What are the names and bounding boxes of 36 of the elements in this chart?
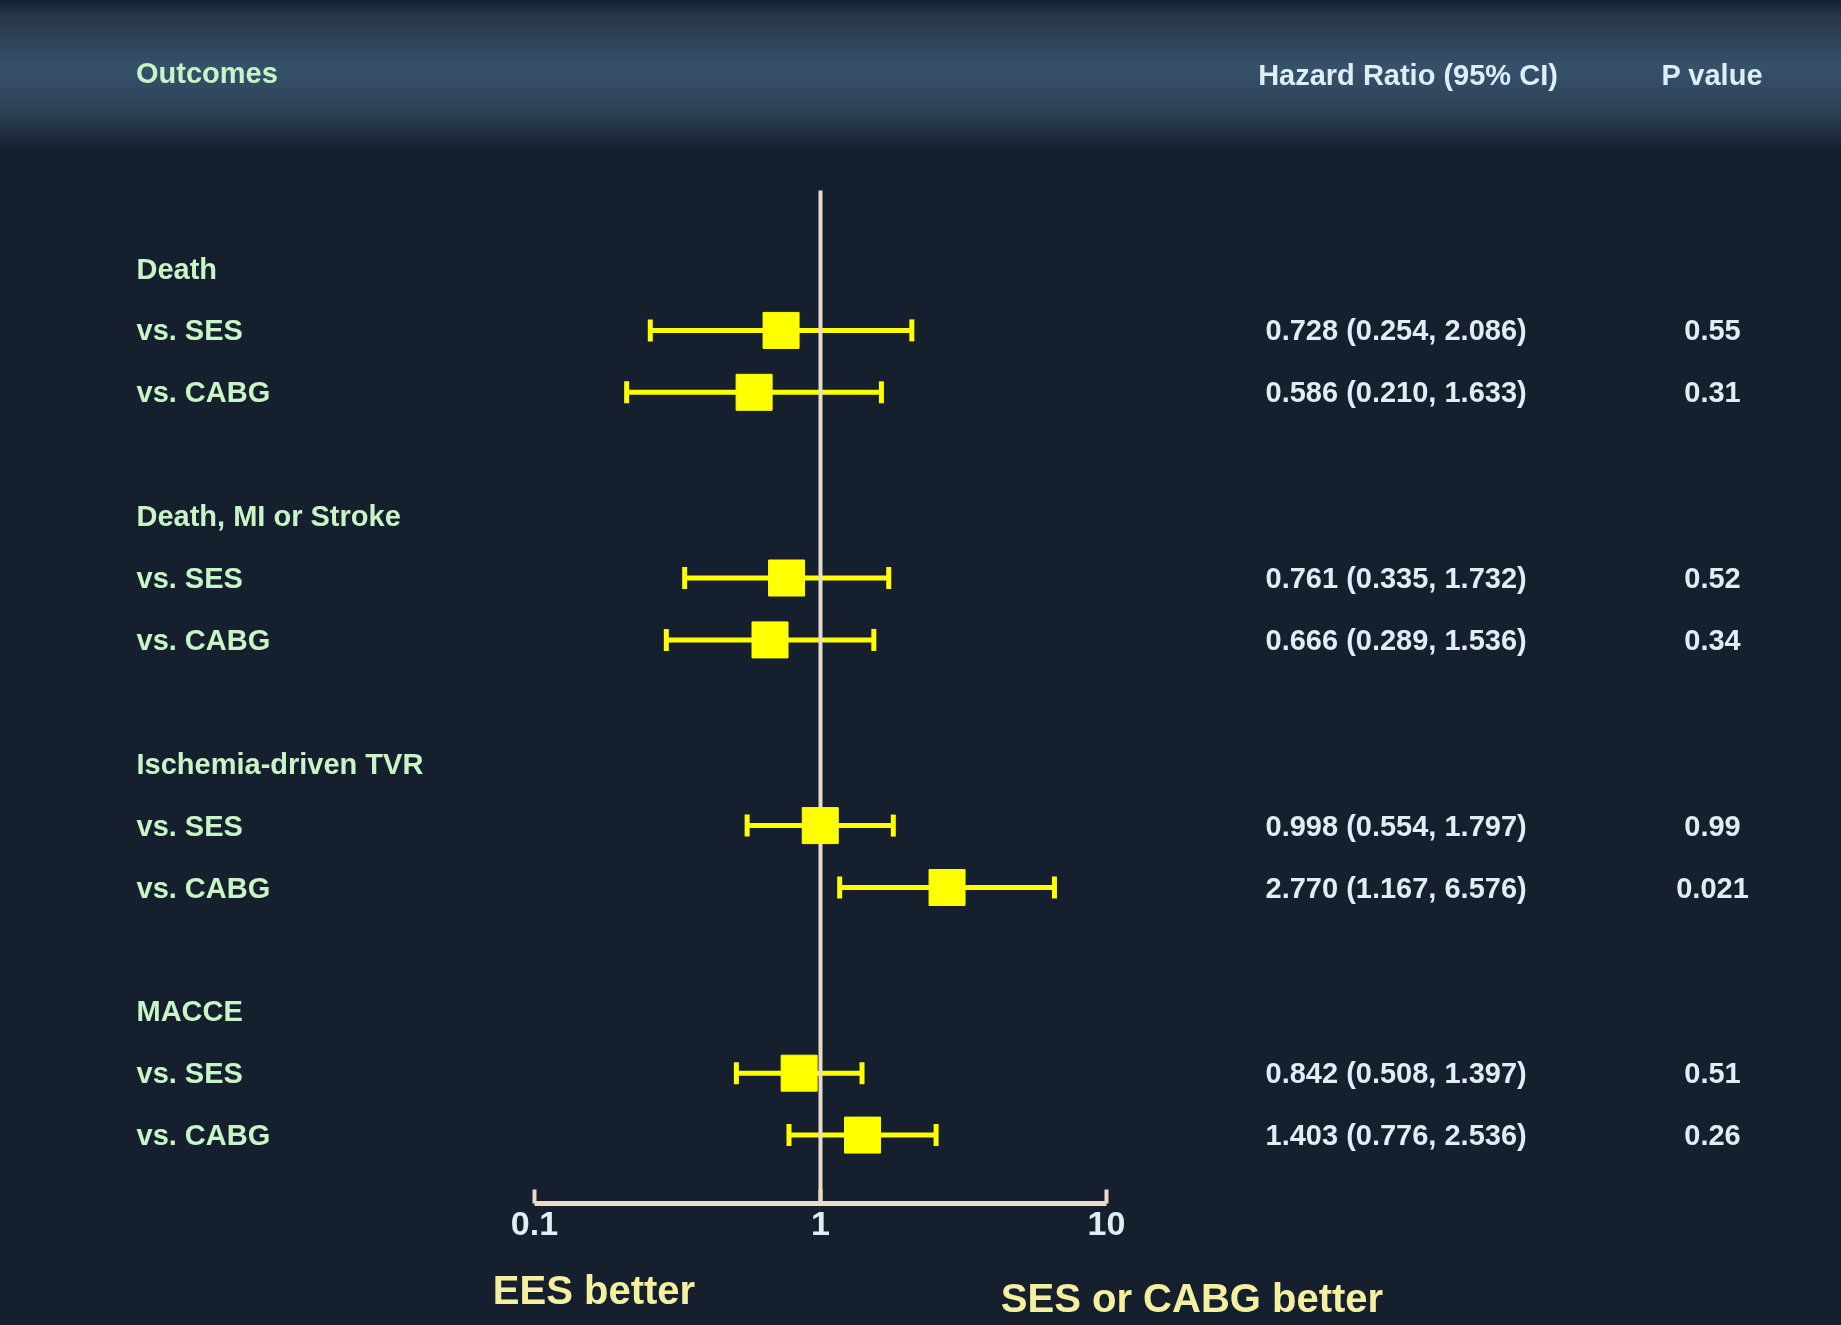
text: EES better	[492, 1267, 696, 1314]
y-tick-label: Death, MI or Stroke	[136, 500, 401, 533]
text: 0.021	[1676, 871, 1749, 904]
text: Hazard Ratio (95% CI)	[1258, 58, 1558, 93]
y-tick-label: vs. CABG	[136, 1119, 271, 1152]
data-label: 0.728 (0.254, 2.086)	[1265, 314, 1527, 347]
y-tick-label: vs. SES	[136, 562, 243, 594]
data-label: 2.770 (1.167, 6.576)	[1265, 871, 1527, 904]
y-tick-label: vs. SES	[136, 1057, 243, 1090]
y-axis-title: Outcomes	[136, 56, 278, 91]
x-tick-label: 10	[1087, 1203, 1126, 1242]
text: P value	[1661, 58, 1763, 93]
text: 0.26	[1684, 1119, 1741, 1152]
text: 0.34	[1684, 623, 1741, 656]
y-tick-label: Ischemia-driven TVR	[136, 747, 424, 780]
data-label: 0.586 (0.210, 1.633)	[1265, 376, 1527, 409]
text: 0.99	[1684, 809, 1741, 842]
data-label: 0.666 (0.289, 1.536)	[1265, 623, 1527, 656]
text: 0.51	[1684, 1057, 1741, 1090]
y-tick-label: vs. CABG	[136, 623, 271, 656]
text: 0.52	[1684, 562, 1741, 594]
text: 0.55	[1684, 314, 1741, 347]
x-tick-label: 0.1	[510, 1203, 559, 1242]
y-tick-label: vs. CABG	[136, 376, 271, 409]
data-label: 1.403 (0.776, 2.536)	[1265, 1119, 1527, 1152]
y-tick-label: vs. SES	[136, 809, 243, 842]
data-label: 0.842 (0.508, 1.397)	[1265, 1057, 1527, 1090]
text: SES or CABG better	[1000, 1275, 1384, 1322]
text: 0.31	[1684, 376, 1741, 409]
data-label: 0.761 (0.335, 1.732)	[1265, 562, 1527, 594]
y-tick-label: vs. CABG	[136, 871, 271, 904]
y-tick-label: Death	[136, 252, 218, 285]
y-tick-label: vs. SES	[136, 314, 243, 347]
y-tick-label: MACCE	[136, 995, 243, 1028]
data-label: 0.998 (0.554, 1.797)	[1265, 809, 1527, 842]
x-tick-label: 1	[811, 1203, 830, 1242]
